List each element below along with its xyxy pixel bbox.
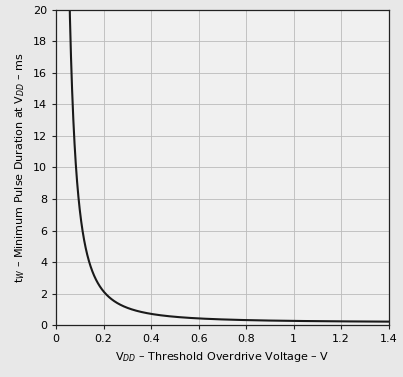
X-axis label: V$_{DD}$ – Threshold Overdrive Voltage – V: V$_{DD}$ – Threshold Overdrive Voltage –…	[115, 350, 330, 364]
Y-axis label: t$_W$ – Minimum Pulse Duration at V$_{DD}$ – ms: t$_W$ – Minimum Pulse Duration at V$_{DD…	[14, 52, 27, 283]
